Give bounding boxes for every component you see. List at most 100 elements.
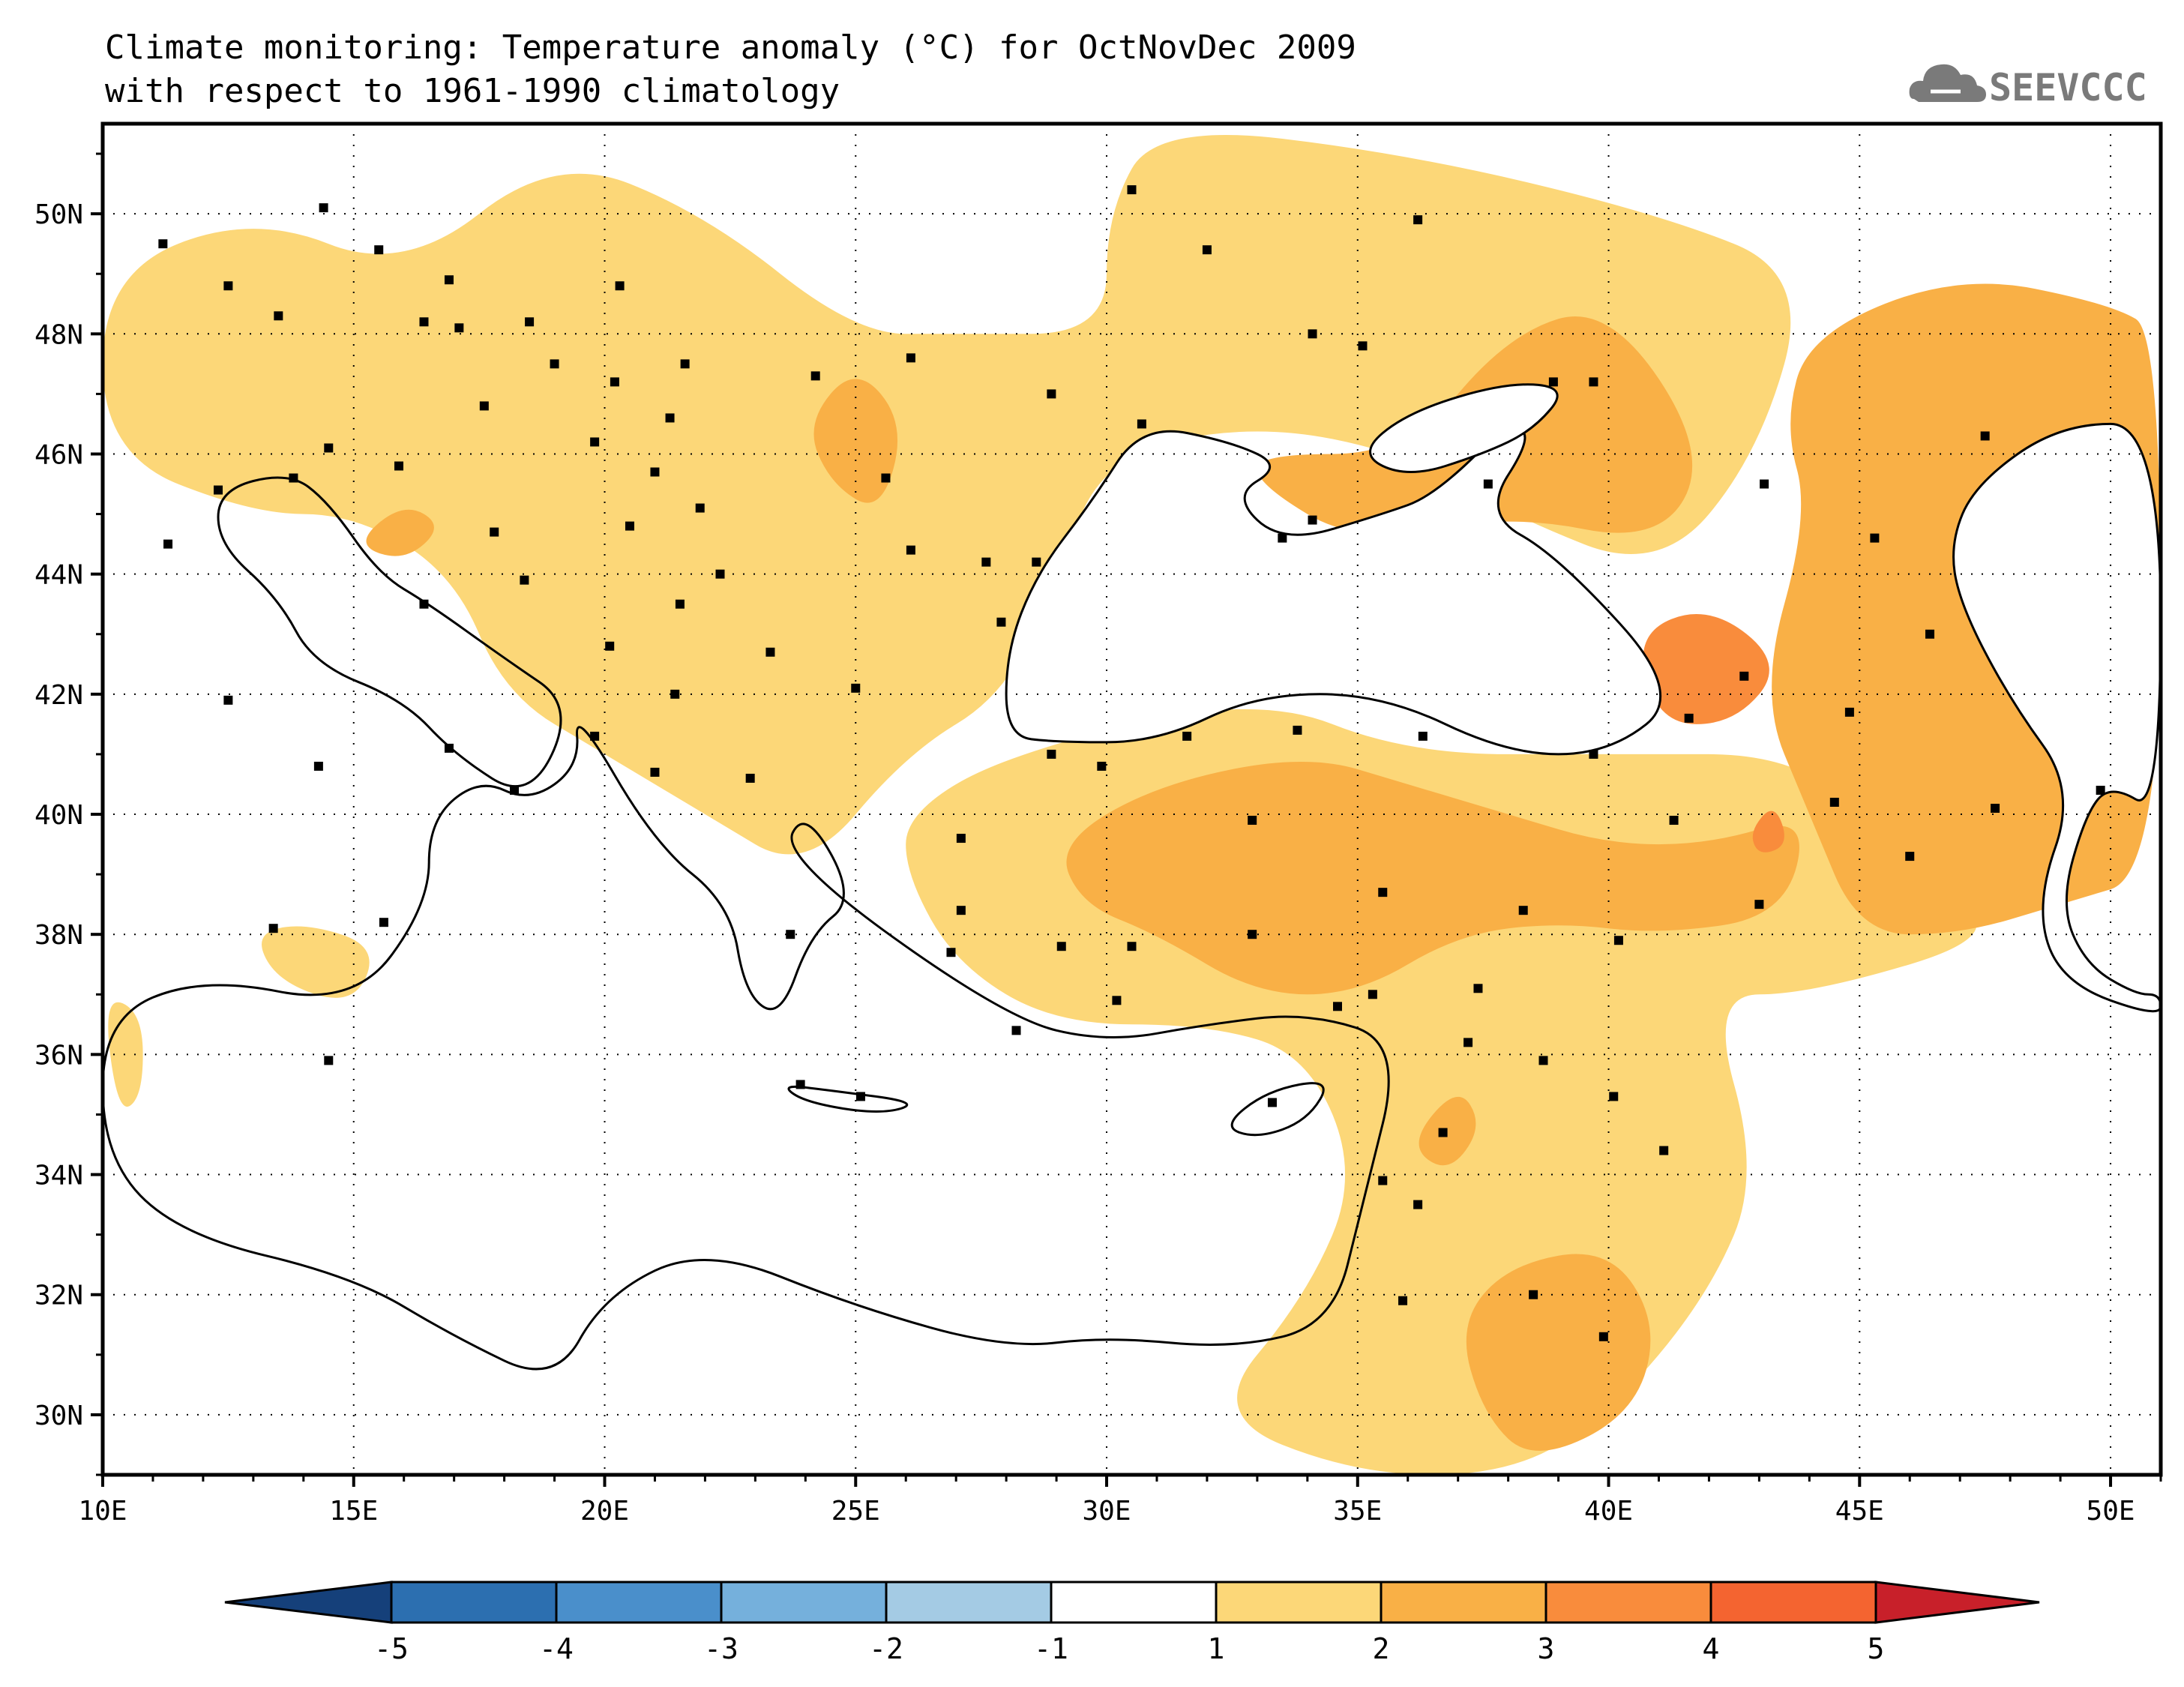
station-marker [695,503,705,513]
station-marker [1739,671,1749,681]
station-marker [1463,1038,1473,1047]
station-marker [520,575,529,585]
station-marker [213,485,223,495]
colorbar-label: -1 [1034,1632,1068,1665]
lon-tick-label: 15E [329,1496,378,1527]
station-marker [1056,942,1066,951]
caspian-sea [1952,422,2161,1013]
anomaly-region-1 [103,135,1791,855]
lon-tick-label: 50E [2087,1496,2135,1527]
station-marker [1659,1146,1669,1155]
lat-tick-label: 38N [34,920,83,951]
station-marker [158,239,168,249]
station-marker [1870,533,1880,543]
station-marker [1609,1092,1619,1101]
station-marker [1669,816,1679,826]
station-marker [1538,1056,1548,1065]
station-marker [274,311,283,321]
station-marker [268,924,278,933]
station-marker [670,689,680,699]
colorbar-label: -3 [704,1632,738,1665]
map-frame [100,121,2163,1477]
station-marker [1047,749,1056,759]
station-marker [650,767,660,777]
station-marker [765,647,775,657]
lat-tick-label: 36N [34,1040,83,1071]
anomaly-region-8 [1466,1254,1651,1451]
station-marker [1613,936,1623,945]
lon-tick-label: 25E [831,1496,880,1527]
anomaly-fills [103,135,2161,1475]
station-marker [1011,1026,1021,1035]
station-marker [550,359,559,369]
station-marker [625,521,634,531]
station-marker [1127,942,1137,951]
station-marker [1483,479,1493,489]
station-marker [1308,329,1317,339]
lat-tick-label: 30N [34,1401,83,1431]
colorbar-bin [1215,1581,1383,1624]
lon-tick-label: 45E [1835,1496,1884,1527]
anomaly-region-9 [813,379,898,503]
lat-tick-label: 32N [34,1281,83,1311]
station-marker [374,245,384,255]
station-marker [1418,731,1428,741]
station-marker [1047,389,1056,399]
station-marker [906,353,915,363]
station-marker [324,1056,334,1065]
colorbar-label: 3 [1538,1632,1555,1665]
lon-tick-label: 35E [1333,1496,1382,1527]
anomaly-region-3 [262,926,370,998]
colorbar-label: 1 [1208,1632,1225,1665]
colorbar-label: 4 [1703,1632,1720,1665]
coastlines [103,383,2161,1371]
station-marker [1032,557,1041,567]
crete-coast [787,1085,909,1113]
station-marker [1112,996,1122,1005]
sea-of-azov [1369,383,1559,473]
station-marker [444,743,454,753]
station-marker [906,545,915,555]
station-marker [454,323,464,333]
mediterranean-coast [103,726,1390,1371]
station-marker [981,557,991,567]
colorbar-label: -5 [374,1632,409,1665]
station-marker [1980,431,1990,441]
colorbar-bin [720,1581,888,1624]
station-marker [289,473,298,483]
cloud-icon [1909,64,1986,102]
station-marker [1308,515,1317,525]
anomaly-region-12 [1643,614,1769,724]
colorbar-label: -4 [539,1632,574,1665]
station-marker [379,918,388,927]
station-marker [163,539,173,549]
station-marker [324,443,334,453]
station-marker [2096,785,2105,795]
colorbar-arrow-high [1874,1581,2040,1624]
station-marker [590,437,600,447]
lon-tick-label: 30E [1083,1496,1131,1527]
station-marker [851,683,861,693]
station-marker [1438,1128,1448,1137]
colorbar-arrow-low [224,1581,393,1624]
station-marker [996,617,1006,627]
station-marker [510,785,519,795]
station-marker [490,527,499,537]
station-marker [715,569,725,579]
station-marker [1589,749,1598,759]
colorbar-label: -2 [869,1632,903,1665]
station-marker [1548,377,1558,387]
lat-tick-label: 48N [34,319,83,350]
stations [158,185,2105,1341]
station-marker [1358,341,1368,351]
station-marker [1684,713,1694,723]
station-marker [855,1092,865,1101]
station-marker [223,695,233,705]
station-marker [1368,990,1377,999]
adriatic-coast [217,476,562,788]
station-marker [319,203,328,213]
colorbar-label: 5 [1868,1632,1885,1665]
colorbar-bin [1544,1581,1712,1624]
station-marker [1598,1332,1608,1341]
